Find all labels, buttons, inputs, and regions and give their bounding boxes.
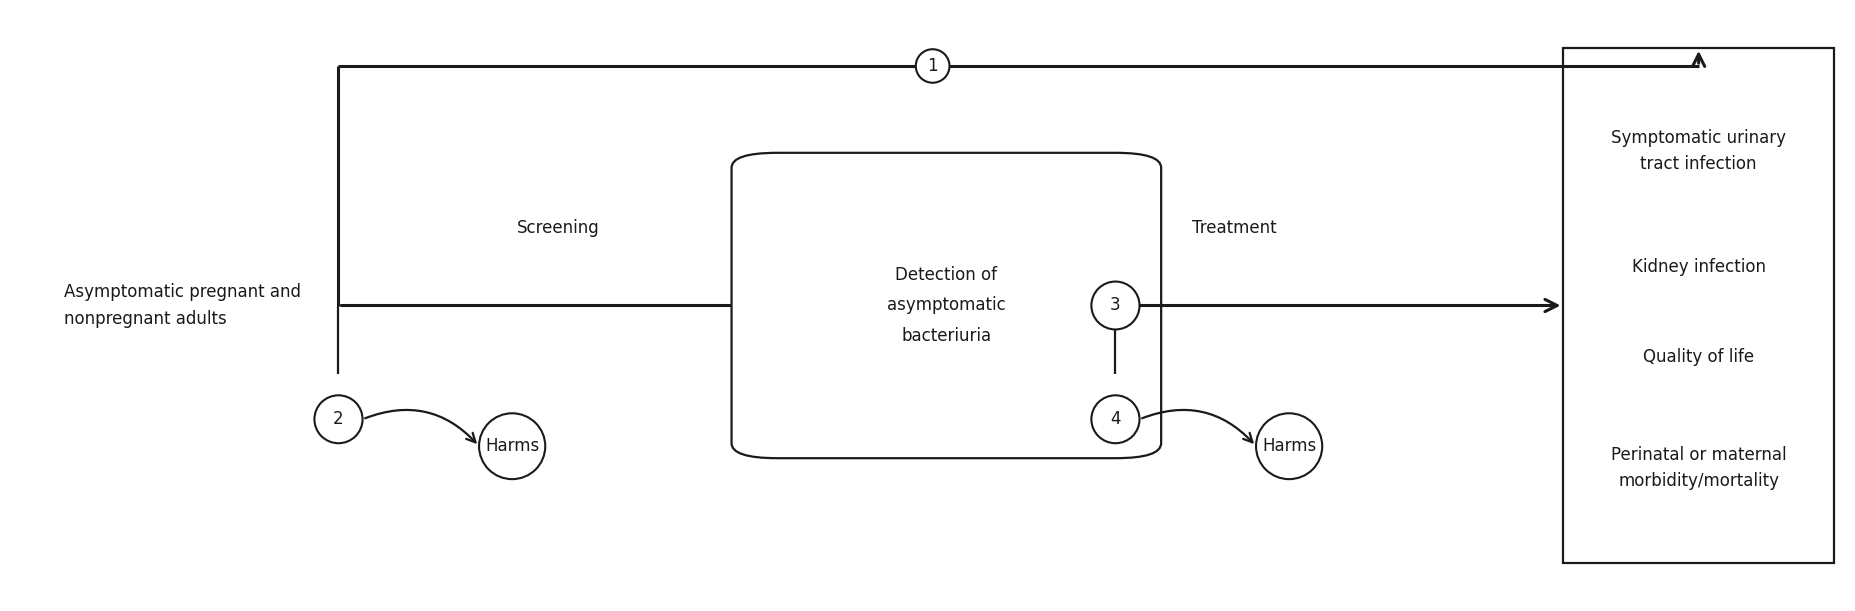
Text: 3: 3 [1109, 296, 1120, 315]
Text: Symptomatic urinary
tract infection: Symptomatic urinary tract infection [1610, 129, 1785, 173]
Text: Harms: Harms [1261, 437, 1315, 455]
Text: 1: 1 [928, 57, 937, 75]
Text: Treatment: Treatment [1191, 219, 1276, 236]
Ellipse shape [1256, 413, 1321, 479]
FancyBboxPatch shape [1562, 48, 1833, 563]
Text: Quality of life: Quality of life [1642, 348, 1753, 366]
Text: Detection of
asymptomatic
bacteriuria: Detection of asymptomatic bacteriuria [887, 266, 1005, 345]
Text: Screening: Screening [516, 219, 599, 236]
Text: 2: 2 [334, 410, 343, 428]
Text: Perinatal or maternal
morbidity/mortality: Perinatal or maternal morbidity/mortalit… [1610, 445, 1786, 490]
Ellipse shape [1091, 395, 1139, 443]
Ellipse shape [1091, 282, 1139, 329]
FancyBboxPatch shape [731, 153, 1161, 458]
Text: Asymptomatic pregnant and
nonpregnant adults: Asymptomatic pregnant and nonpregnant ad… [65, 283, 301, 328]
Ellipse shape [915, 49, 950, 82]
Text: 4: 4 [1109, 410, 1120, 428]
Ellipse shape [479, 413, 545, 479]
Text: Kidney infection: Kidney infection [1631, 258, 1764, 276]
Ellipse shape [313, 395, 362, 443]
Text: Harms: Harms [484, 437, 540, 455]
